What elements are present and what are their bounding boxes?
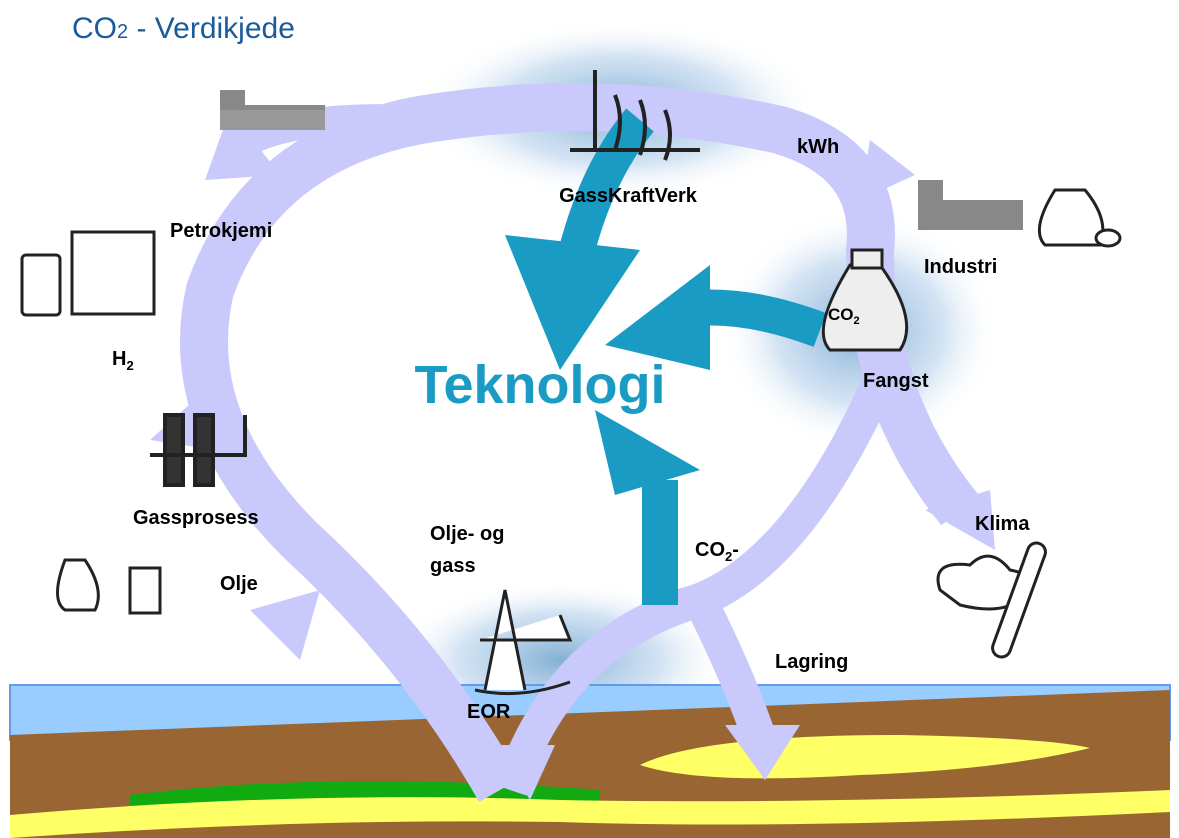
label: kWh bbox=[797, 136, 839, 158]
diagram: CO2 - Verdikjede Teknologi GassKraftVerk… bbox=[0, 0, 1179, 838]
label-sub: 2 bbox=[854, 315, 860, 327]
label-suffix: - bbox=[732, 539, 739, 561]
label: Olje bbox=[220, 573, 258, 595]
label: Petrokjemi bbox=[170, 220, 272, 242]
title-suffix: - Verdikjede bbox=[128, 12, 295, 45]
label: Olje- og bbox=[430, 523, 504, 545]
label: EOR bbox=[467, 701, 511, 723]
label: Lagring bbox=[775, 651, 848, 673]
arrowhead bbox=[595, 410, 700, 495]
label-sub: 2 bbox=[126, 358, 133, 373]
label: CO2- bbox=[695, 539, 739, 564]
arrowhead bbox=[250, 590, 320, 660]
label-main: H bbox=[112, 348, 126, 370]
car-icon bbox=[22, 232, 154, 315]
label: H2 bbox=[112, 348, 134, 373]
label: Industri bbox=[924, 256, 997, 278]
title: CO2 - Verdikjede bbox=[72, 12, 295, 45]
label: Fangst bbox=[863, 370, 929, 392]
center-label: Teknologi bbox=[415, 355, 666, 415]
arrowhead bbox=[505, 235, 640, 370]
label: Gassprosess bbox=[133, 507, 259, 529]
title-sub: 2 bbox=[117, 21, 128, 43]
label: gass bbox=[430, 555, 476, 577]
label: Klima bbox=[975, 513, 1030, 535]
label-main: CO bbox=[695, 539, 725, 561]
label: GassKraftVerk bbox=[559, 185, 698, 207]
label-main: CO bbox=[828, 305, 854, 324]
label-sub: 2 bbox=[725, 549, 732, 564]
climate-icon bbox=[938, 541, 1048, 660]
title-main: CO bbox=[72, 12, 117, 45]
